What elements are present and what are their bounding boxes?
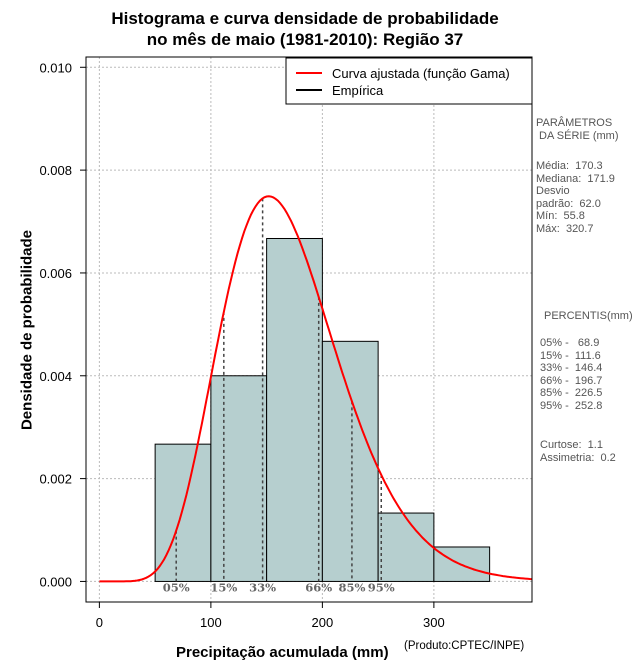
- parametros-title: PARÂMETROS DA SÉRIE (mm): [536, 117, 619, 142]
- shape-statistics: Curtose: 1.1 Assimetria: 0.2: [540, 439, 616, 464]
- histogram-bar: [321, 340, 379, 582]
- y-axis-label: Densidade de probabilidade: [18, 229, 36, 431]
- y-tick-label: 0.010: [39, 60, 72, 75]
- percentile-marker-label: 15%: [210, 580, 237, 594]
- percentile-marker-label: 85%: [338, 580, 365, 594]
- x-tick-label: 300: [423, 615, 445, 630]
- x-tick-label: 200: [312, 615, 334, 630]
- histogram-bar: [210, 375, 268, 582]
- y-tick-label: 0.004: [39, 369, 72, 384]
- x-tick-label: 0: [96, 615, 103, 630]
- x-axis-label: Precipitação acumulada (mm): [176, 644, 389, 661]
- y-tick-label: 0.006: [39, 266, 72, 281]
- plot-frame: [85, 56, 533, 603]
- percentile-marker-label: 95%: [368, 580, 395, 594]
- chart-title-line-2: no mês de maio (1981-2010): Região 37: [146, 30, 464, 49]
- percentile-marker-label: 66%: [305, 580, 332, 594]
- histogram-bar: [377, 512, 435, 582]
- gamma-fit-curve: [99, 195, 533, 583]
- chart-title: Histograma e curva densidade de probabil…: [0, 8, 610, 50]
- percentis-title: PERCENTIS(mm): [544, 310, 633, 322]
- legend-label: Empírica: [332, 83, 384, 98]
- percentile-marker-label: 33%: [249, 580, 276, 594]
- y-tick-label: 0.008: [39, 163, 72, 178]
- histogram-bar: [433, 546, 491, 582]
- product-credit: (Produto:CPTEC/INPE): [404, 640, 525, 652]
- histogram-bar: [266, 237, 323, 582]
- legend-label: Curva ajustada (função Gama): [332, 66, 510, 81]
- y-tick-label: 0.000: [39, 574, 72, 589]
- percentis-values: 05% - 68.9 15% - 111.6 33% - 146.4 66% -…: [540, 337, 603, 412]
- legend-box: [285, 57, 533, 105]
- parametros-values: Média: 170.3 Mediana: 171.9 Desvio padrã…: [536, 160, 615, 235]
- y-tick-label: 0.002: [39, 472, 72, 487]
- percentile-marker-label: 05%: [163, 580, 190, 594]
- x-tick-label: 100: [200, 615, 222, 630]
- chart-title-line-1: Histograma e curva densidade de probabil…: [111, 9, 499, 28]
